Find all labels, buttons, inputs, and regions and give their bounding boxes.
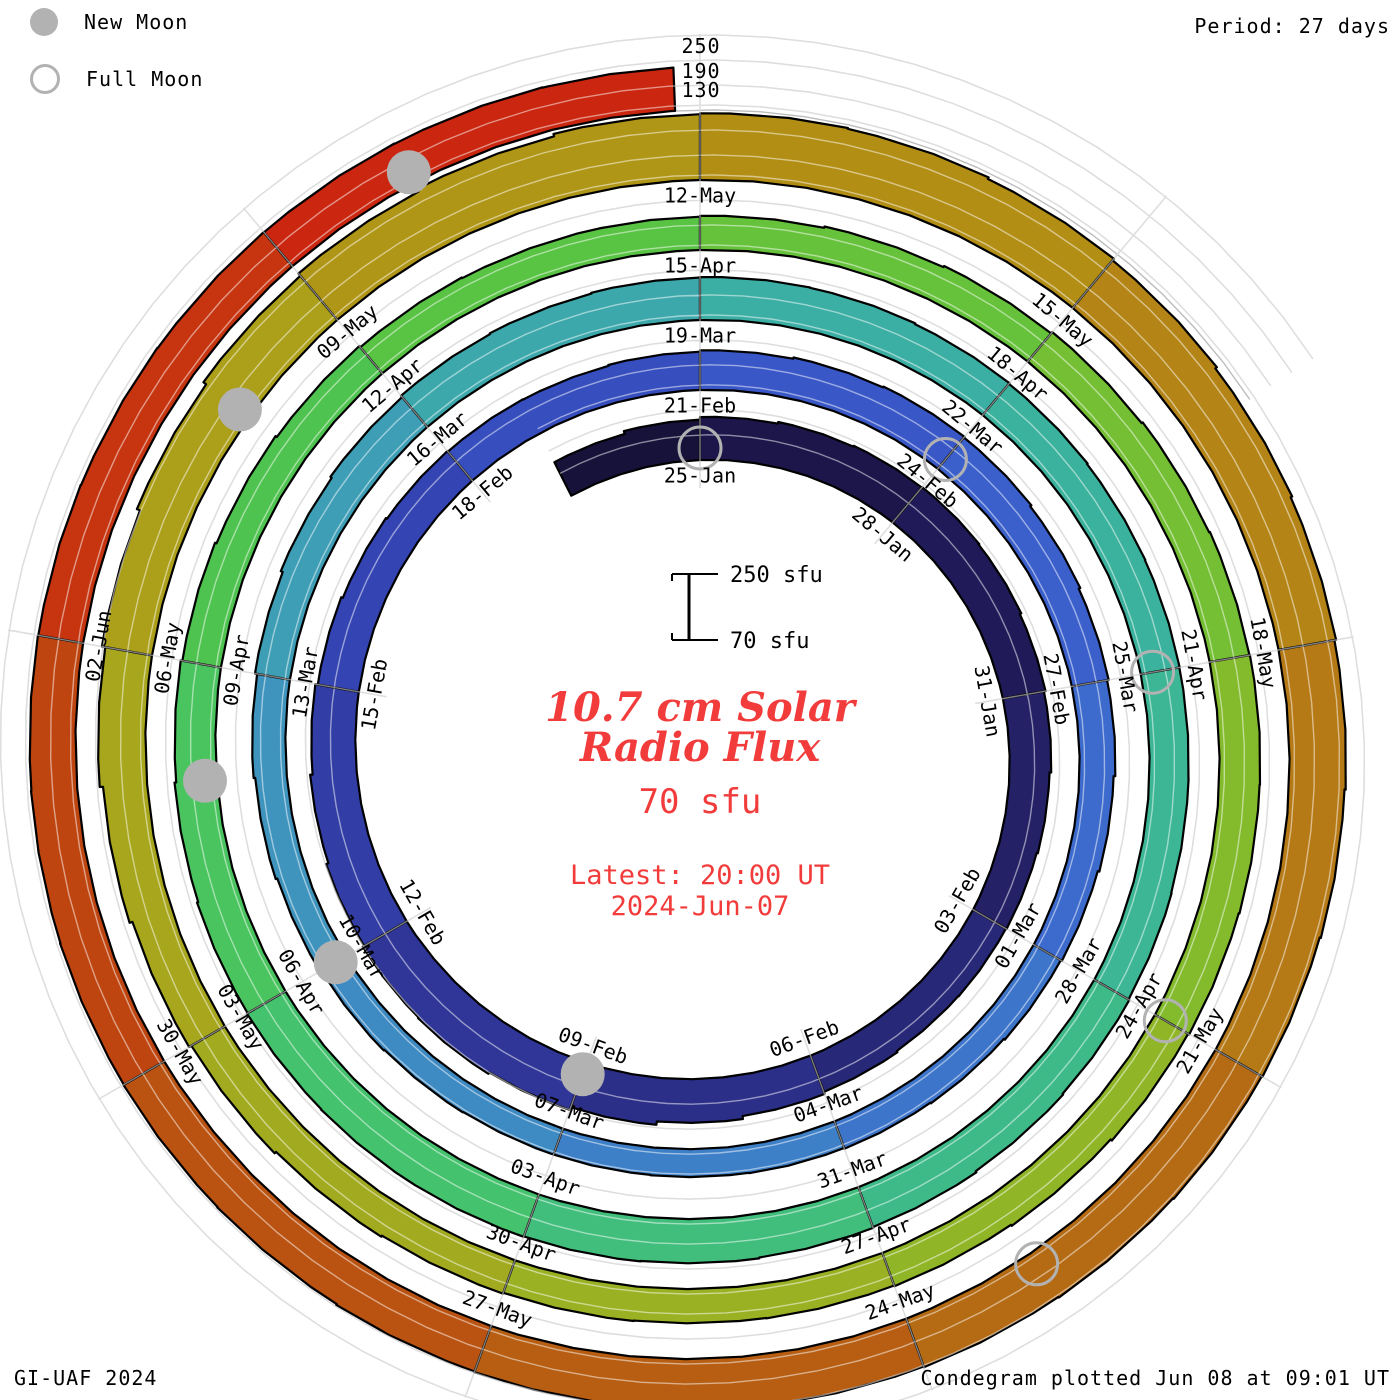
radial-axis-label-250: 250 xyxy=(681,34,721,58)
current-flux-value: 70 sfu xyxy=(638,782,762,822)
date-label: 15-Apr xyxy=(664,254,736,278)
period-label: Period: 27 days xyxy=(1194,14,1390,38)
new-moon-marker: 06-Jun xyxy=(386,150,431,195)
new-moon-marker: 08-May xyxy=(217,387,262,432)
credit-label: GI-UAF 2024 xyxy=(14,1366,158,1390)
plotted-timestamp: Condegram plotted Jun 08 at 09:01 UT xyxy=(920,1366,1390,1390)
scale-bar-max-label: 250 sfu xyxy=(730,563,823,588)
scale-bar-min-label: 70 sfu xyxy=(730,629,809,654)
legend-full-moon: Full Moon xyxy=(30,64,203,94)
chart-title-line2: Radio Flux xyxy=(579,724,821,771)
full-moon-label: Full Moon xyxy=(86,67,204,91)
date-label: 21-Feb xyxy=(664,394,736,418)
full-moon-marker: 24-Apr xyxy=(1142,998,1188,1044)
latest-block: Latest: 20:00 UT 2024-Jun-07 xyxy=(570,860,830,922)
full-moon-marker: 24-Feb xyxy=(922,437,968,482)
new-moon-label: New Moon xyxy=(84,10,189,34)
new-moon-marker: 10-Mar xyxy=(313,940,358,985)
new-moon-marker: 08-Apr xyxy=(183,758,227,803)
date-label: 25-Jan xyxy=(664,464,736,488)
radial-axis-label-130: 130 xyxy=(681,78,721,102)
chart-title-block: 10.7 cm Solar Radio Flux 70 sfu xyxy=(545,684,855,823)
chart-title-line1: 10.7 cm Solar xyxy=(545,684,855,731)
full-moon-marker: 25-Jan xyxy=(677,425,723,471)
full-moon-icon xyxy=(30,64,60,94)
radial-axis-label-190: 190 xyxy=(681,59,721,83)
legend-new-moon: New Moon xyxy=(30,8,188,36)
full-moon-marker: 23-May xyxy=(1014,1241,1060,1287)
date-label: 19-Mar xyxy=(664,324,736,348)
date-label: 12-May xyxy=(664,184,736,208)
latest-date-label: 2024-Jun-07 xyxy=(610,891,790,922)
flux-scale-bar: 250 sfu 70 sfu xyxy=(671,563,823,654)
full-moon-marker: 25-Mar xyxy=(1130,649,1176,695)
new-moon-marker: 09-Feb xyxy=(560,1052,605,1097)
latest-time-label: Latest: 20:00 UT xyxy=(569,860,831,891)
new-moon-icon xyxy=(30,8,58,36)
